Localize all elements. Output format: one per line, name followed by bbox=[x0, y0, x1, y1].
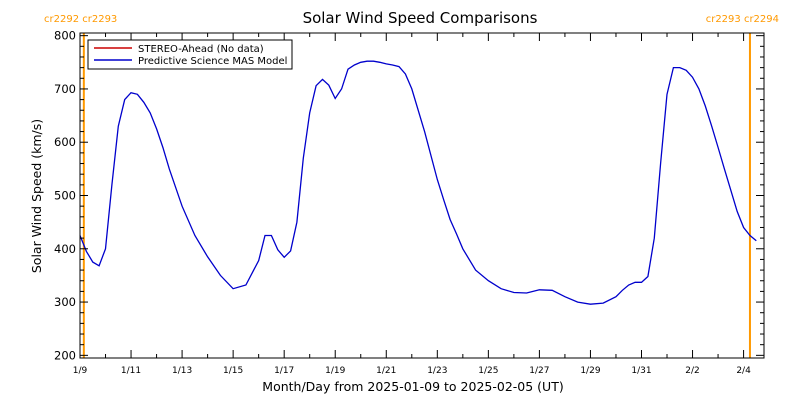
legend-box bbox=[87, 39, 293, 70]
x-tick-label: 1/17 bbox=[274, 366, 294, 376]
x-tick-label: 1/31 bbox=[631, 366, 651, 376]
x-tick-label: 1/27 bbox=[529, 366, 549, 376]
x-tick-label: 1/23 bbox=[427, 366, 447, 376]
y-tick-label: 500 bbox=[54, 189, 76, 203]
legend-model-label: Predictive Science MAS Model bbox=[138, 56, 287, 67]
carrington-label-right: cr2293 cr2294 bbox=[706, 14, 779, 25]
y-tick-label: 400 bbox=[54, 242, 76, 256]
x-tick-label: 1/29 bbox=[580, 366, 600, 376]
legend: STEREO-Ahead (No data) Predictive Scienc… bbox=[87, 39, 293, 70]
x-tick-label: 1/19 bbox=[325, 366, 345, 376]
y-tick-label: 600 bbox=[54, 135, 76, 149]
x-tick-label: 1/15 bbox=[223, 366, 243, 376]
x-tick-label: 1/13 bbox=[172, 366, 192, 376]
y-axis-ticks: 200 300 400 500 600 700 800 bbox=[54, 29, 764, 362]
x-tick-label: 1/9 bbox=[73, 366, 88, 376]
legend-stereo-label: STEREO-Ahead (No data) bbox=[138, 44, 264, 55]
x-axis-ticks: 1/9 1/11 1/13 1/15 1/17 1/19 1/21 1/23 1/25 1/27 1… bbox=[73, 33, 751, 376]
mas-model-series-line bbox=[79, 60, 757, 305]
carrington-label-left: cr2292 cr2293 bbox=[44, 14, 117, 25]
x-tick-label: 1/21 bbox=[376, 366, 396, 376]
x-tick-label: 2/2 bbox=[685, 366, 699, 376]
y-tick-label: 200 bbox=[54, 348, 76, 362]
y-axis-label: Solar Wind Speed (km/s) bbox=[29, 119, 44, 273]
y-tick-label: 700 bbox=[54, 82, 76, 96]
x-tick-label: 1/11 bbox=[121, 366, 141, 376]
x-tick-label: 1/25 bbox=[478, 366, 498, 376]
y-tick-label: 800 bbox=[54, 29, 76, 43]
y-tick-label: 300 bbox=[54, 295, 76, 309]
x-axis-label: Month/Day from 2025-01-09 to 2025-02-05 … bbox=[262, 379, 563, 394]
x-tick-label: 2/4 bbox=[736, 366, 751, 376]
chart-title: Solar Wind Speed Comparisons bbox=[303, 9, 538, 27]
